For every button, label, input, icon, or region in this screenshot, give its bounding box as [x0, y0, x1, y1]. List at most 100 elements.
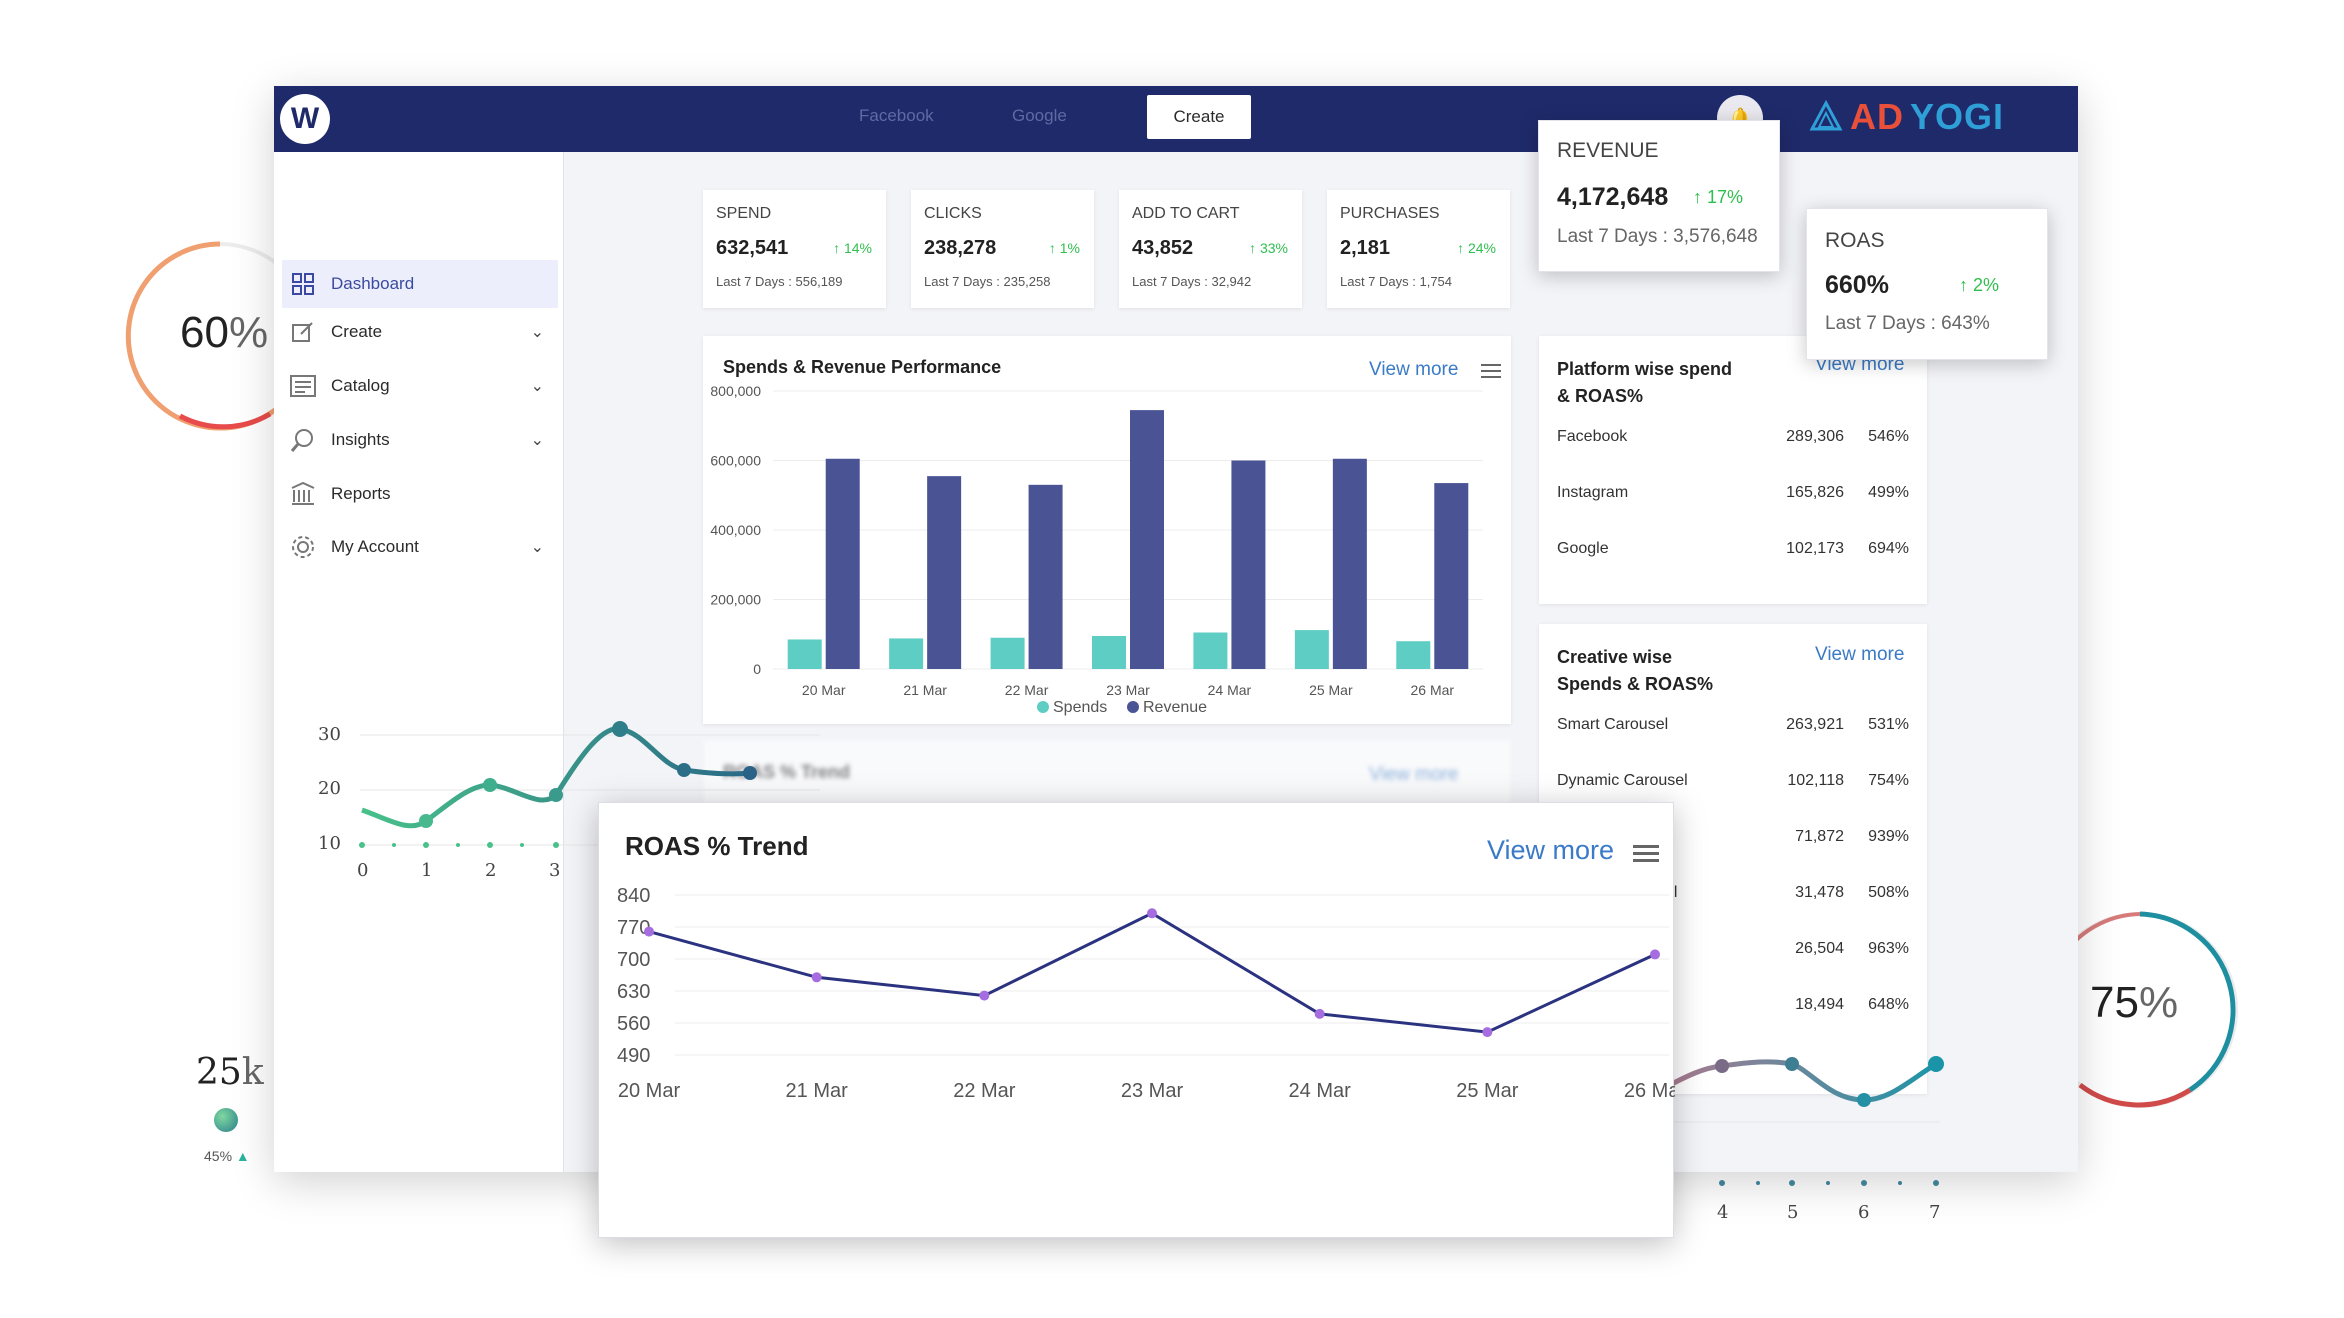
sidebar-item-reports[interactable]: Reports	[282, 470, 558, 518]
insights-icon	[289, 426, 317, 454]
x-tick-label: 25 Mar	[1456, 1080, 1519, 1102]
adyogi-mark-icon	[1809, 99, 1843, 131]
x-tick-label: 26 Mar	[1410, 682, 1454, 698]
y-tick-label: 400,000	[710, 522, 761, 538]
trend-title: ROAS % Trend	[625, 831, 809, 861]
series-line	[648, 911, 1656, 1034]
view-more-link[interactable]: View more	[1369, 359, 1459, 380]
panel-title: Platform wise spend & ROAS%	[1557, 359, 1733, 406]
reports-icon	[289, 480, 317, 508]
data-point	[979, 990, 990, 1001]
sidebar-item-label: Dashboard	[331, 274, 415, 293]
stat-change: ↑ 33%	[1249, 240, 1288, 256]
y-tick-label: 560	[617, 1013, 650, 1035]
sidebar-item-catalog[interactable]: Catalog ⌄	[282, 362, 558, 410]
data-point	[644, 926, 654, 937]
data-point	[1147, 908, 1157, 919]
chevron-down-icon[interactable]: ⌄	[530, 432, 544, 449]
y-tick-label: 600,000	[710, 453, 761, 469]
x-tick-label: 26 Mar	[1624, 1080, 1675, 1102]
stat-sub: Last 7 Days : 32,942	[1132, 274, 1252, 289]
stat-sub: Last 7 Days : 1,754	[1340, 274, 1453, 289]
roas-trend-card: ROAS % Trend View more 840 770 700 630 560 49…	[598, 802, 1675, 1238]
right-gauge-value: 75%	[2090, 978, 2179, 1027]
x-tick-label: 23 Mar	[1121, 1080, 1184, 1102]
bar-revenue	[927, 476, 962, 669]
adyogi-logo: AD YOGI	[1808, 96, 2004, 138]
sidebar-item-create[interactable]: Create ⌄	[282, 308, 558, 356]
revenue-label: REVENUE	[1557, 139, 1659, 162]
bar-spends	[1092, 635, 1126, 669]
decor-mini-chart-right	[1660, 1056, 1944, 1186]
mini-right-xtick: 5	[1787, 1202, 1799, 1223]
bar-revenue	[825, 458, 860, 669]
y-tick-label: 840	[617, 885, 650, 907]
sidebar-item-label: Reports	[331, 484, 391, 503]
arrow-up-icon: ↑	[1693, 187, 1708, 207]
stat-value: 2,181	[1340, 237, 1391, 259]
create-button[interactable]: Create	[1147, 95, 1251, 139]
menu-icon[interactable]	[1481, 364, 1501, 378]
menu-icon[interactable]	[1633, 845, 1659, 862]
workspace-logo[interactable]: W	[280, 94, 330, 144]
tab-google[interactable]: Google	[1012, 106, 1067, 125]
data-point	[1482, 1027, 1493, 1038]
stat-card-purchases[interactable]: PURCHASES 2,181 ↑ 24% Last 7 Days : 1,75…	[1327, 190, 1510, 308]
view-more-link: View more	[1369, 764, 1459, 785]
stat-card-add-to-cart[interactable]: ADD TO CART 43,852 ↑ 33% Last 7 Days : 3…	[1119, 190, 1302, 308]
data-point	[1314, 1008, 1325, 1019]
table-row: Dynamic Carousel 102,118 754%	[1557, 772, 1909, 789]
y-tick-label: 700	[617, 949, 650, 971]
bar-revenue	[1028, 484, 1063, 669]
sidebar-item-insights[interactable]: Insights ⌄	[282, 416, 558, 464]
bar-revenue	[1434, 483, 1469, 669]
legend-swatch	[1037, 701, 1049, 713]
stat-label: CLICKS	[924, 205, 982, 222]
dashboard-window: W Facebook Google Create 🔔 AD YOGI Dashbo…	[274, 86, 2078, 1172]
x-tick-label: 23 Mar	[1106, 682, 1150, 698]
stat-label: PURCHASES	[1340, 205, 1440, 222]
panel-title: Spends & Revenue Performance	[723, 357, 1002, 377]
stat-change: ↑ 1%	[1048, 240, 1080, 256]
chevron-down-icon[interactable]: ⌄	[530, 324, 544, 341]
view-more-link[interactable]: View more	[1815, 644, 1905, 665]
legend-label: Spends	[1053, 699, 1107, 716]
spends-revenue-panel: Spends & Revenue Performance View more 8…	[703, 336, 1511, 724]
stat-card-clicks[interactable]: CLICKS 238,278 ↑ 1% Last 7 Days : 235,25…	[911, 190, 1094, 308]
table-row: Smart Carousel 263,921 531%	[1557, 716, 1909, 733]
mini-right-xtick: 6	[1858, 1202, 1870, 1223]
arrow-up-icon: ↑	[1249, 240, 1260, 256]
roas-card[interactable]: ROAS 660% ↑ 2% Last 7 Days : 643%	[1806, 208, 2048, 360]
chevron-down-icon[interactable]: ⌄	[530, 378, 544, 395]
sidebar-item-my-account[interactable]: My Account ⌄	[282, 523, 558, 571]
stat-card-spend[interactable]: SPEND 632,541 ↑ 14% Last 7 Days : 556,18…	[703, 190, 886, 308]
y-tick-label: 770	[617, 917, 650, 939]
sidebar-item-label: Insights	[331, 430, 390, 449]
bar-revenue	[1231, 460, 1266, 669]
revenue-change: ↑ 17%	[1693, 187, 1744, 207]
left-gauge-ring	[125, 241, 290, 431]
stat-value: 43,852	[1132, 237, 1194, 259]
view-more-link[interactable]: View more	[1487, 835, 1615, 865]
left-gauge-value: 60%	[180, 308, 269, 357]
tab-facebook[interactable]: Facebook	[859, 106, 934, 125]
x-tick-label: 20 Mar	[618, 1080, 681, 1102]
x-tick-label: 21 Mar	[786, 1080, 849, 1102]
chevron-down-icon[interactable]: ⌄	[530, 539, 544, 556]
roas-value: 660%	[1825, 271, 1889, 299]
x-tick-label: 21 Mar	[903, 682, 947, 698]
revenue-card[interactable]: REVENUE 4,172,648 ↑ 17% Last 7 Days : 3,…	[1538, 120, 1780, 272]
catalog-icon	[289, 372, 317, 400]
sidebar-item-dashboard[interactable]: Dashboard	[282, 260, 558, 308]
stat-label: SPEND	[716, 205, 772, 222]
bar-spends	[889, 638, 924, 669]
mini-left-xtick: 3	[549, 860, 561, 881]
spends-revenue-chart: 800,000 600,000 400,000 200,000 0 20 Mar 21 Ma…	[710, 383, 1483, 716]
mini-left-xtick: 1	[421, 860, 433, 881]
bar-spends	[1294, 630, 1329, 669]
stat-sub: Last 7 Days : 235,258	[924, 274, 1051, 289]
stat-change: ↑ 14%	[833, 240, 872, 256]
mini-right-xtick: 4	[1717, 1202, 1729, 1223]
bar-spends	[1193, 632, 1228, 669]
y-tick-label: 490	[617, 1045, 650, 1067]
